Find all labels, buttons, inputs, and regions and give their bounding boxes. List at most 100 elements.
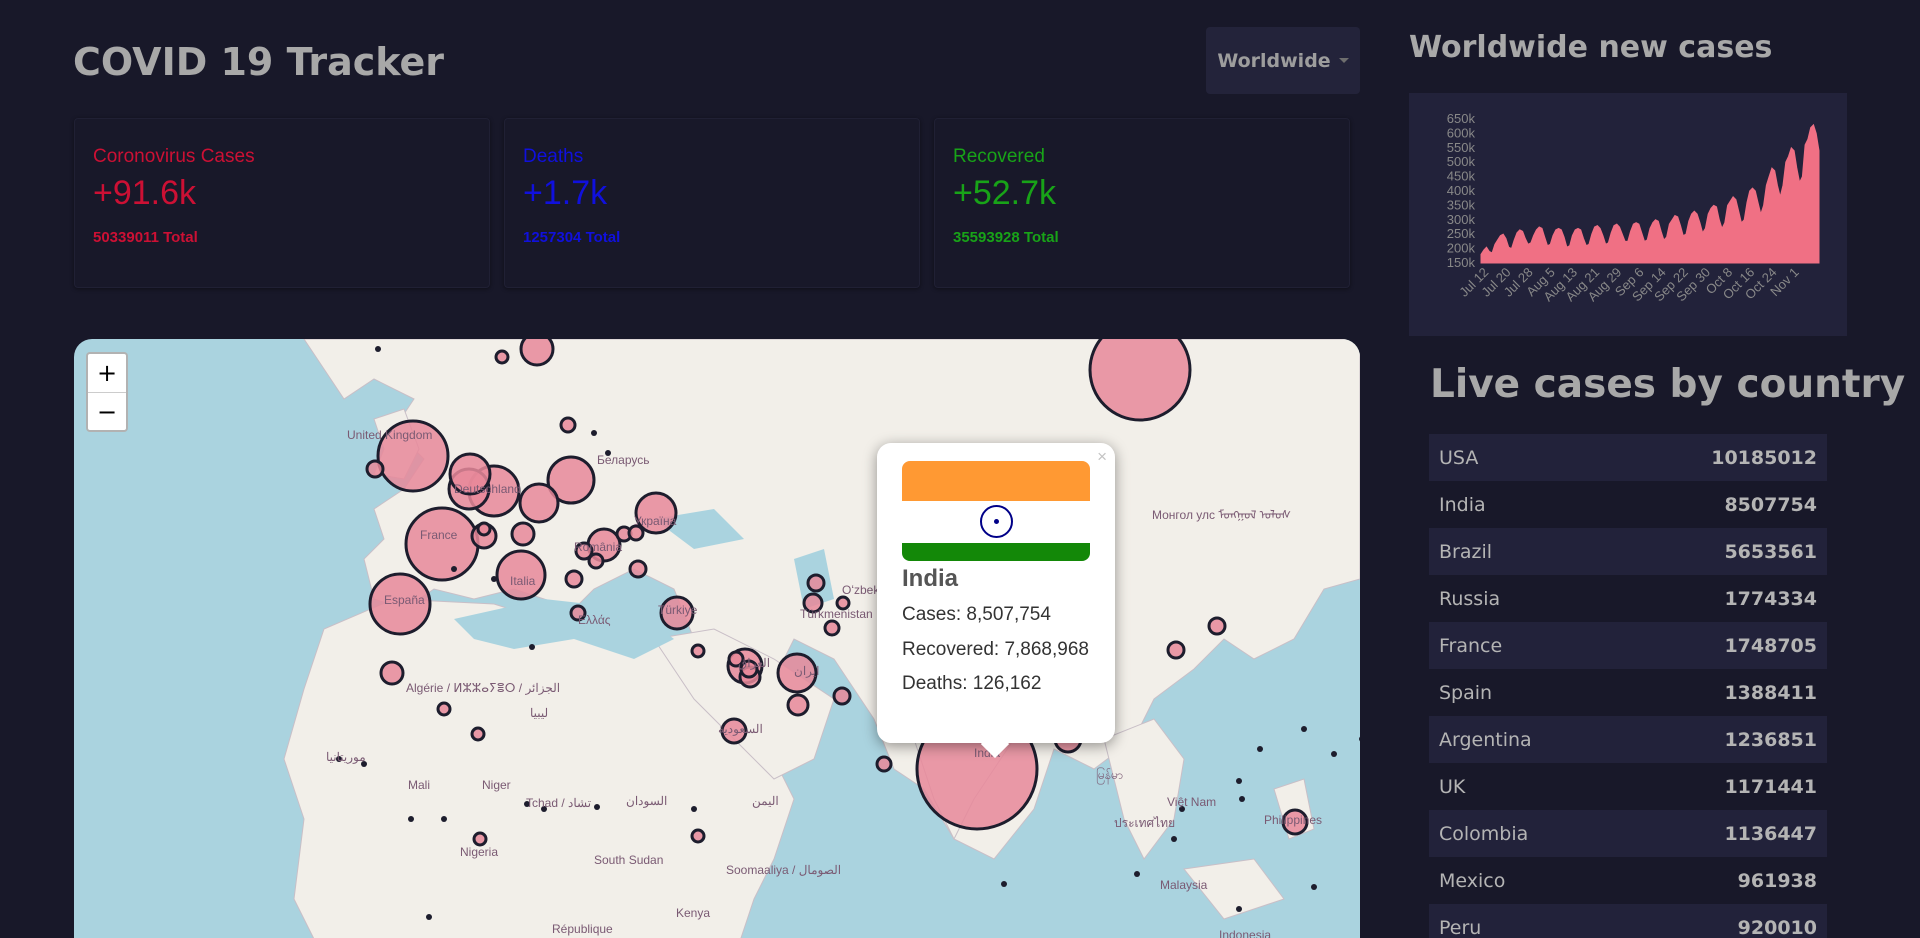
bubble-italy[interactable] (495, 549, 547, 601)
bubble-nigeria[interactable] (470, 726, 486, 742)
bubble-bahrain[interactable] (832, 686, 852, 706)
country-select[interactable]: Worldwide (1206, 27, 1360, 94)
close-icon[interactable]: × (1097, 447, 1107, 466)
map-label: South Sudan (594, 853, 663, 867)
bubble-kazakhstan[interactable] (1207, 616, 1227, 636)
deaths-value: +1.7k (523, 174, 608, 212)
bubble-qatar[interactable] (823, 619, 841, 637)
map-label: ایران (794, 664, 819, 678)
country-cases: 5653561 (1724, 540, 1817, 563)
bubble-algeria[interactable] (436, 701, 452, 717)
bubble-nepal[interactable] (1166, 640, 1186, 660)
bubble-israel[interactable] (727, 650, 745, 668)
bubble-slovakia[interactable] (628, 559, 648, 579)
cases-label: Coronovirus Cases (93, 146, 255, 167)
country-name: Spain (1439, 681, 1493, 704)
map-label: Mali (408, 778, 430, 792)
bubble-turkey[interactable] (659, 595, 695, 631)
country-name: Colombia (1439, 822, 1529, 845)
map-label: ليبيا (530, 706, 548, 720)
map-label: Беларусь (597, 453, 649, 467)
popup-country: India (902, 565, 959, 592)
country-select-value: Worldwide (1217, 49, 1331, 72)
y-tick-label: 200k (1447, 241, 1476, 256)
bubble-jordan[interactable] (739, 659, 759, 679)
map-label: Soomaaliya / الصومال (726, 863, 841, 877)
app-title: COVID 19 Tracker (73, 40, 445, 84)
country-name: India (1439, 493, 1486, 516)
bubble-serbia[interactable] (574, 541, 594, 561)
bubble-netherlands[interactable] (448, 452, 492, 496)
map-label: United Kingdom (347, 428, 432, 442)
chart-title: Worldwide new cases (1409, 30, 1773, 65)
bubble-bulgaria[interactable] (564, 569, 584, 589)
bubble-azerbaijan[interactable] (835, 595, 851, 611)
deaths-label: Deaths (523, 146, 584, 167)
y-tick-label: 400k (1447, 183, 1476, 198)
bubble-saudi[interactable] (720, 717, 748, 745)
bubble-slovenia[interactable] (476, 521, 492, 537)
recovered-card[interactable]: Recovered +52.7k 35593928 Total (934, 118, 1350, 288)
live-cases-title: Live cases by country (1430, 362, 1906, 407)
y-tick-label: 550k (1447, 140, 1476, 155)
map-label: موريتانيا (326, 750, 366, 764)
bubble-georgia[interactable] (806, 573, 826, 593)
map-label: Indonesia (1219, 928, 1271, 938)
map-label: Malaysia (1160, 878, 1208, 892)
bubble-france[interactable] (404, 506, 480, 582)
country-cases: 1171441 (1724, 775, 1817, 798)
bubble-uk[interactable] (376, 419, 450, 493)
bubble-norway[interactable] (494, 349, 510, 365)
country-name: Russia (1439, 587, 1501, 610)
bubble-czechia[interactable] (518, 482, 560, 524)
cases-total: 50339011 Total (93, 229, 198, 246)
map-label: اليمن (752, 794, 779, 808)
country-cases: 8507754 (1724, 493, 1817, 516)
map-label: السودان (626, 794, 667, 808)
bubble-morocco[interactable] (379, 660, 405, 686)
bubble-spain[interactable] (368, 572, 432, 636)
bubble-croatia[interactable] (627, 524, 645, 542)
country-cases: 1136447 (1724, 822, 1817, 845)
country-cases: 1236851 (1724, 728, 1817, 751)
country-name: Brazil (1439, 540, 1493, 563)
country-name: USA (1439, 446, 1479, 469)
bubble-egypt[interactable] (690, 643, 706, 659)
bubble-russia[interactable] (1088, 339, 1192, 422)
country-popup: × India Cases: 8,507,754 Recovered: 7,86… (877, 443, 1115, 759)
deaths-card[interactable]: Deaths +1.7k 1257304 Total (504, 118, 920, 288)
zoom-out-button[interactable]: − (88, 392, 126, 430)
bubble-ghana[interactable] (472, 831, 488, 847)
y-tick-label: 300k (1447, 212, 1476, 227)
bubble-philippines[interactable] (1281, 808, 1309, 836)
map-labels: United Kingdom France España Italia Deut… (326, 428, 1322, 938)
bubble-austria[interactable] (510, 521, 536, 547)
bubble-moldova[interactable] (587, 552, 605, 570)
bubble-sweden[interactable] (519, 339, 555, 367)
bubble-greece[interactable] (569, 604, 587, 622)
bubble-poland[interactable] (546, 455, 596, 505)
bubble-ireland[interactable] (365, 459, 385, 479)
cases-card[interactable]: Coronovirus Cases +91.6k 50339011 Total (74, 118, 490, 288)
map-label: Việt Nam (1167, 795, 1216, 809)
bubble-oman[interactable] (786, 693, 810, 717)
map-label: Україна (634, 514, 677, 528)
zoom-in-button[interactable]: + (96, 359, 118, 387)
bubble-latvia[interactable] (559, 416, 577, 434)
world-map[interactable]: United Kingdom France España Italia Deut… (74, 339, 1360, 938)
map-land (283, 339, 1360, 938)
table-row: Spain 1388411 (1429, 669, 1827, 716)
table-row: UK 1171441 (1429, 763, 1827, 810)
bubble-ukraine[interactable] (634, 491, 678, 535)
bubble-armenia[interactable] (802, 592, 824, 614)
map-label: العراق (738, 656, 770, 670)
map-canvas[interactable]: United Kingdom France España Italia Deut… (74, 339, 1360, 938)
bubble-iran[interactable] (776, 652, 818, 694)
india-flag (902, 461, 1090, 561)
cases-value: +91.6k (93, 174, 197, 212)
country-cases: 1388411 (1724, 681, 1817, 704)
recovered-label: Recovered (953, 146, 1045, 167)
bubble-kenya[interactable] (690, 828, 706, 844)
y-tick-label: 600k (1447, 125, 1476, 140)
bubble-uae[interactable] (875, 755, 893, 773)
